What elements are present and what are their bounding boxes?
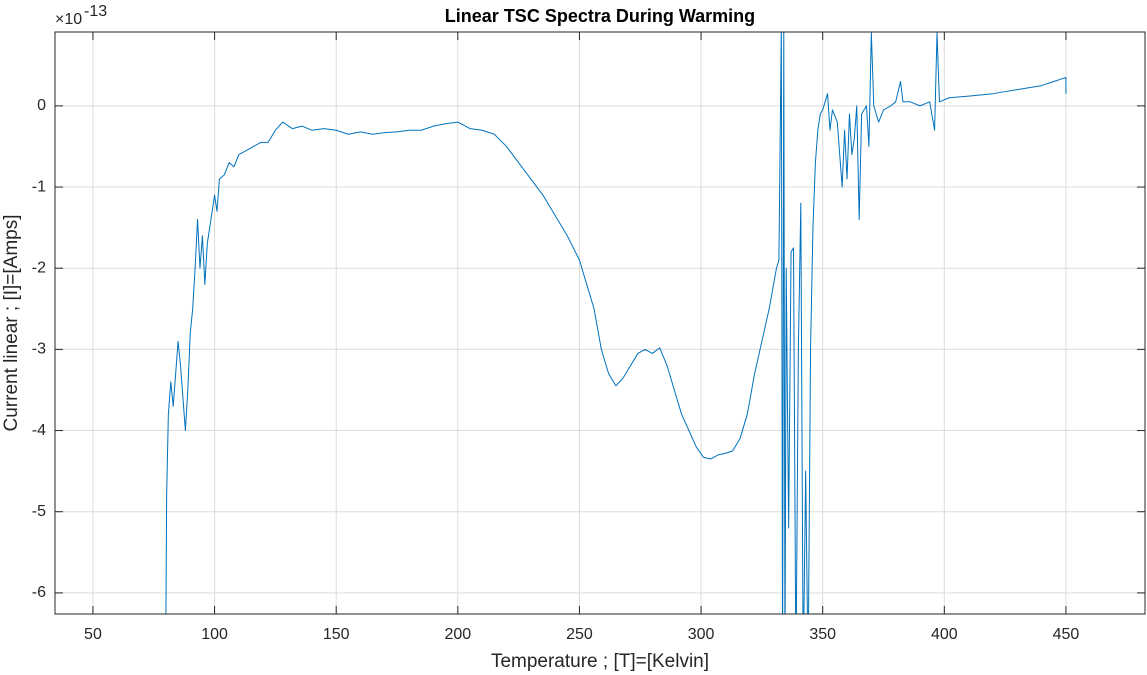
x-tick-label: 350 — [809, 626, 836, 643]
y-exponent-base: ×10 — [55, 11, 82, 28]
x-tick-label: 250 — [566, 626, 593, 643]
x-tick-label: 200 — [444, 626, 471, 643]
y-exponent: -13 — [84, 3, 107, 20]
y-tick-label: -6 — [32, 584, 46, 601]
x-tick-label: 150 — [323, 626, 350, 643]
data-line — [165, 32, 1067, 614]
plot-area — [165, 32, 1067, 614]
x-tick-label: 100 — [201, 626, 228, 643]
y-tick-label: 0 — [37, 97, 46, 114]
y-tick-label: -1 — [32, 178, 46, 195]
y-axis-label: Current linear ; [I]=[Amps] — [1, 215, 22, 432]
y-tick-label: -4 — [32, 422, 46, 439]
ticks: 50 100 150 200 250 300 350 400 450 -6 -5 -4 -3 -2 -1 0 — [32, 32, 1145, 643]
x-tick-label: 300 — [688, 626, 715, 643]
x-axis-label: Temperature ; [T]=[Kelvin] — [491, 651, 709, 672]
chart-title: Linear TSC Spectra During Warming — [445, 6, 755, 26]
x-tick-label: 450 — [1053, 626, 1080, 643]
axes-box — [54, 31, 1146, 615]
grid — [55, 32, 1145, 614]
x-tick-label: 400 — [931, 626, 958, 643]
y-tick-label: -3 — [32, 341, 46, 358]
x-tick-label: 50 — [84, 626, 102, 643]
y-tick-label: -2 — [32, 259, 46, 276]
y-tick-label: -5 — [32, 503, 46, 520]
